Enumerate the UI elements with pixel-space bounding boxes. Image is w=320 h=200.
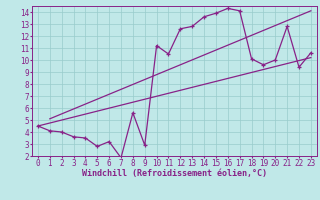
X-axis label: Windchill (Refroidissement éolien,°C): Windchill (Refroidissement éolien,°C): [82, 169, 267, 178]
